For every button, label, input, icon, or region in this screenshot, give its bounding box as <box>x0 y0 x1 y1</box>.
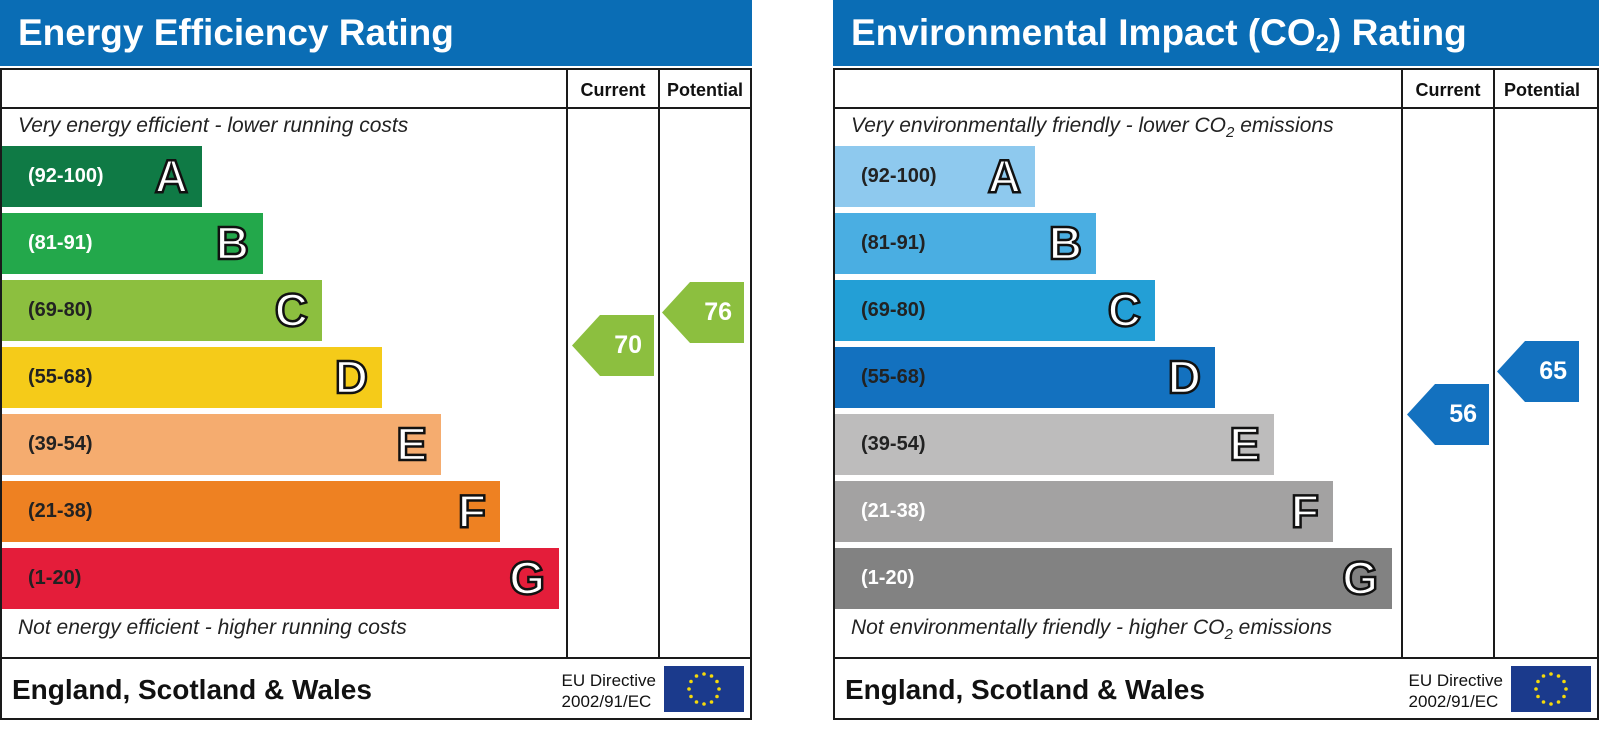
band-d: (55-68) D <box>2 347 382 408</box>
band-letter: C <box>1107 283 1143 338</box>
eu-directive-text: EU Directive 2002/91/EC <box>561 671 656 711</box>
current-column-header: Current <box>580 80 646 100</box>
current-column-header: Current <box>1415 80 1481 100</box>
rating-arrow-shape <box>1407 383 1489 445</box>
band-letter: D <box>1167 350 1203 405</box>
rating-arrow-shape <box>572 315 654 377</box>
band-range-label: (39-54) <box>861 433 926 455</box>
band-g: (1-20) G <box>2 548 559 609</box>
current-rating-arrow: 70 <box>572 315 654 377</box>
environmental-impact-frame: Current Potential Very environmentally f… <box>833 68 1599 720</box>
rating-value: 70 <box>614 331 642 360</box>
potential-column-header: Potential <box>666 80 743 100</box>
energy-efficiency-frame: Current Potential Very energy efficient … <box>0 68 752 720</box>
band-range-label: (21-38) <box>861 500 926 522</box>
band-range-label: (21-38) <box>28 500 93 522</box>
potential-rating-arrow: 65 <box>1497 340 1579 402</box>
bottom-note: Not environmentally friendly - higher CO… <box>851 616 1333 644</box>
region-label: England, Scotland & Wales <box>12 674 372 705</box>
band-e: (39-54) E <box>835 414 1274 475</box>
band-d: (55-68) D <box>835 347 1215 408</box>
band-range-label: (1-20) <box>28 567 82 589</box>
eu-flag-icon <box>1511 666 1591 712</box>
band-range-label: (39-54) <box>28 433 93 455</box>
band-c: (69-80) C <box>2 280 322 341</box>
environmental-impact-title: Environmental Impact (CO2) Rating <box>833 0 1599 66</box>
top-note: Very energy efficient - lower running co… <box>18 114 409 137</box>
band-range-label: (81-91) <box>28 232 93 254</box>
band-letter: F <box>457 484 488 539</box>
band-a: (92-100) A <box>2 146 202 207</box>
band-letter: C <box>274 283 310 338</box>
top-note: Very environmentally friendly - lower CO… <box>851 114 1334 142</box>
band-b: (81-91) B <box>2 213 263 274</box>
rating-value: 65 <box>1539 356 1567 385</box>
band-range-label: (81-91) <box>861 232 926 254</box>
potential-column-header: Potential <box>1503 80 1580 100</box>
band-range-label: (69-80) <box>861 299 926 321</box>
band-range-label: (92-100) <box>861 165 937 187</box>
band-c: (69-80) C <box>835 280 1155 341</box>
potential-rating-arrow: 76 <box>662 281 744 343</box>
band-letter: G <box>508 551 546 606</box>
band-a: (92-100) A <box>835 146 1035 207</box>
rating-value: 76 <box>704 297 732 326</box>
eu-directive-text: EU Directive 2002/91/EC <box>1408 671 1503 711</box>
band-letter: G <box>1341 551 1379 606</box>
band-range-label: (92-100) <box>28 165 104 187</box>
band-letter: A <box>154 149 190 204</box>
rating-value: 56 <box>1449 399 1477 428</box>
band-letter: E <box>395 417 428 472</box>
band-range-label: (1-20) <box>861 567 915 589</box>
rating-arrow-shape <box>662 281 744 343</box>
band-letter: F <box>1290 484 1321 539</box>
band-f: (21-38) F <box>835 481 1333 542</box>
band-range-label: (55-68) <box>861 366 926 388</box>
band-range-label: (55-68) <box>28 366 93 388</box>
band-e: (39-54) E <box>2 414 441 475</box>
band-letter: A <box>987 149 1023 204</box>
environmental-impact-panel: Environmental Impact (CO2) Rating Curren… <box>833 0 1599 720</box>
band-f: (21-38) F <box>2 481 500 542</box>
energy-efficiency-panel: Energy Efficiency Rating Current Potenti… <box>0 0 752 720</box>
eu-flag-icon <box>664 666 744 712</box>
band-g: (1-20) G <box>835 548 1392 609</box>
bottom-note: Not energy efficient - higher running co… <box>18 616 407 639</box>
current-rating-arrow: 56 <box>1407 383 1489 445</box>
band-range-label: (69-80) <box>28 299 93 321</box>
band-letter: D <box>334 350 370 405</box>
rating-arrow-shape <box>1497 340 1579 402</box>
energy-efficiency-title: Energy Efficiency Rating <box>0 0 752 66</box>
band-letter: B <box>215 216 251 271</box>
band-letter: B <box>1048 216 1084 271</box>
region-label: England, Scotland & Wales <box>845 674 1205 705</box>
band-letter: E <box>1228 417 1261 472</box>
band-b: (81-91) B <box>835 213 1096 274</box>
